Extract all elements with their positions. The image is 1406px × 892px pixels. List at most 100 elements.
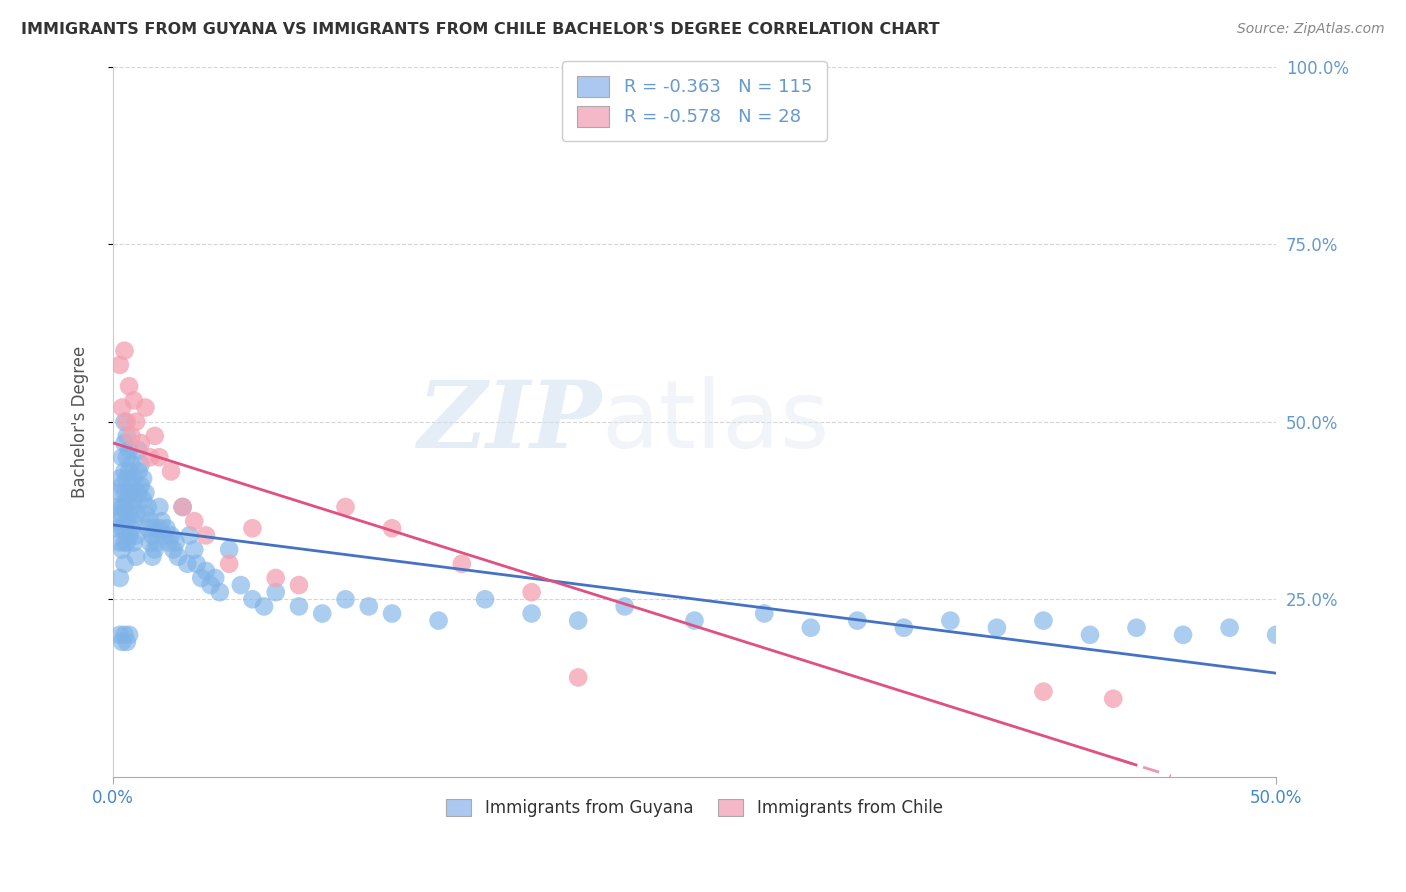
Point <box>118 507 141 521</box>
Point <box>136 500 159 514</box>
Point <box>264 585 287 599</box>
Point <box>311 607 333 621</box>
Point <box>114 485 136 500</box>
Point <box>129 436 152 450</box>
Point <box>335 500 357 514</box>
Point <box>111 542 134 557</box>
Point <box>288 599 311 614</box>
Point <box>114 535 136 549</box>
Point <box>146 535 169 549</box>
Point <box>242 521 264 535</box>
Point <box>115 429 138 443</box>
Point <box>218 557 240 571</box>
Point <box>165 535 187 549</box>
Point <box>160 465 183 479</box>
Point <box>427 614 450 628</box>
Point <box>127 465 149 479</box>
Point <box>148 500 170 514</box>
Point <box>115 415 138 429</box>
Point <box>114 436 136 450</box>
Point <box>288 578 311 592</box>
Point <box>111 521 134 535</box>
Point <box>190 571 212 585</box>
Point <box>520 607 543 621</box>
Point <box>129 478 152 492</box>
Point <box>125 485 148 500</box>
Point <box>1171 628 1194 642</box>
Point <box>264 571 287 585</box>
Point <box>179 528 201 542</box>
Point <box>150 514 173 528</box>
Point <box>200 578 222 592</box>
Point <box>155 521 177 535</box>
Point <box>114 465 136 479</box>
Point <box>194 528 217 542</box>
Point <box>167 549 190 564</box>
Point <box>108 485 131 500</box>
Point <box>242 592 264 607</box>
Point <box>108 628 131 642</box>
Point <box>132 492 155 507</box>
Point <box>129 458 152 472</box>
Point <box>148 521 170 535</box>
Point <box>108 535 131 549</box>
Point <box>111 635 134 649</box>
Point <box>1265 628 1288 642</box>
Point <box>127 485 149 500</box>
Point <box>229 578 252 592</box>
Point <box>118 443 141 458</box>
Point <box>172 500 194 514</box>
Point <box>1078 628 1101 642</box>
Point <box>115 450 138 465</box>
Point <box>111 507 134 521</box>
Point <box>115 471 138 485</box>
Point <box>381 521 404 535</box>
Point <box>1102 691 1125 706</box>
Y-axis label: Bachelor's Degree: Bachelor's Degree <box>72 345 89 498</box>
Point <box>153 528 176 542</box>
Point <box>143 429 166 443</box>
Point <box>118 628 141 642</box>
Point <box>108 571 131 585</box>
Point <box>122 471 145 485</box>
Text: Source: ZipAtlas.com: Source: ZipAtlas.com <box>1237 22 1385 37</box>
Point <box>125 507 148 521</box>
Point <box>335 592 357 607</box>
Point <box>118 485 141 500</box>
Point <box>114 415 136 429</box>
Point <box>986 621 1008 635</box>
Point <box>450 557 472 571</box>
Point <box>111 401 134 415</box>
Point <box>157 535 180 549</box>
Point <box>111 450 134 465</box>
Point <box>122 393 145 408</box>
Point <box>218 542 240 557</box>
Point <box>176 557 198 571</box>
Point <box>204 571 226 585</box>
Point <box>474 592 496 607</box>
Point <box>111 478 134 492</box>
Point <box>122 492 145 507</box>
Point <box>114 628 136 642</box>
Point <box>141 549 163 564</box>
Point <box>148 450 170 465</box>
Point <box>121 500 143 514</box>
Point <box>118 379 141 393</box>
Point <box>134 485 156 500</box>
Point <box>108 471 131 485</box>
Point <box>121 429 143 443</box>
Point <box>115 635 138 649</box>
Point <box>141 528 163 542</box>
Text: ZIP: ZIP <box>418 376 602 467</box>
Point <box>115 535 138 549</box>
Point <box>115 492 138 507</box>
Point <box>108 514 131 528</box>
Point <box>357 599 380 614</box>
Point <box>183 542 205 557</box>
Point <box>800 621 823 635</box>
Point <box>186 557 208 571</box>
Point <box>613 599 636 614</box>
Point <box>108 358 131 372</box>
Point <box>520 585 543 599</box>
Point <box>125 528 148 542</box>
